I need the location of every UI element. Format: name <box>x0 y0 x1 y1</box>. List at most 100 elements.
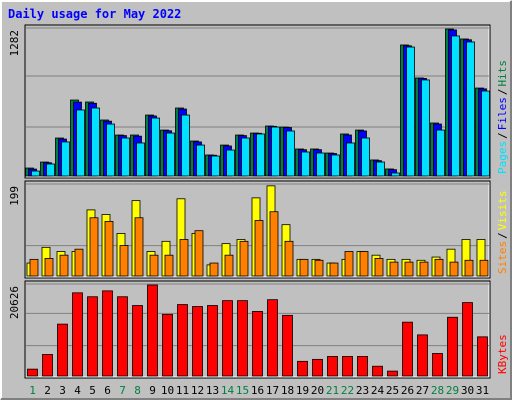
bar <box>29 258 39 277</box>
x-tick-label: 25 <box>386 384 399 397</box>
bar <box>132 305 143 377</box>
legend-entry: Files <box>496 97 509 130</box>
bar <box>196 144 205 177</box>
bar <box>282 314 293 377</box>
x-tick-label: 11 <box>176 384 189 397</box>
bar <box>57 323 68 377</box>
bar <box>222 300 233 377</box>
chart-title: Daily usage for May 2022 <box>8 7 181 21</box>
bar <box>449 261 459 277</box>
bar <box>151 117 160 177</box>
bar <box>72 292 83 377</box>
legend-entry: Visits <box>496 191 509 231</box>
bar <box>207 305 218 377</box>
legend-entry: Sites <box>496 241 509 274</box>
bar <box>434 258 444 277</box>
bar <box>331 154 340 177</box>
y-tick-label: 1282 <box>8 30 21 57</box>
bar <box>254 220 264 277</box>
x-tick-label: 13 <box>206 384 219 397</box>
bar <box>361 137 370 177</box>
bar <box>237 300 248 377</box>
bar <box>136 142 145 177</box>
bar <box>104 221 114 277</box>
bar <box>31 170 40 177</box>
x-tick-label: 14 <box>221 384 235 397</box>
legend-separator: / <box>496 89 509 96</box>
bar <box>327 356 338 377</box>
x-tick-label: 7 <box>119 384 126 397</box>
x-tick-label: 24 <box>371 384 385 397</box>
bar <box>239 240 249 277</box>
x-tick-label: 9 <box>149 384 156 397</box>
bar <box>329 262 339 277</box>
bar <box>74 248 84 277</box>
x-tick-label: 5 <box>89 384 96 397</box>
bar <box>149 254 159 277</box>
bar <box>147 284 158 377</box>
legend: Sites /Visits <box>496 191 509 275</box>
bar <box>479 259 489 277</box>
bar <box>134 217 144 277</box>
bar <box>284 240 294 277</box>
x-tick-label: 27 <box>416 384 429 397</box>
y-tick-label: 20626 <box>8 286 21 319</box>
x-tick-label: 8 <box>134 384 141 397</box>
bar <box>271 126 280 177</box>
x-tick-label: 6 <box>104 384 111 397</box>
bar <box>121 137 130 177</box>
bar <box>391 172 400 177</box>
bar <box>162 313 173 377</box>
x-tick-label: 1 <box>29 384 36 397</box>
bar <box>177 304 188 377</box>
legend-entry: Hits <box>496 60 509 87</box>
bar <box>447 316 458 377</box>
bar <box>76 109 85 177</box>
x-tick-label: 17 <box>266 384 279 397</box>
x-tick-label: 20 <box>311 384 324 397</box>
bar <box>267 299 278 377</box>
bar <box>226 149 235 177</box>
bar <box>102 290 113 377</box>
x-tick-label: 3 <box>59 384 66 397</box>
bar <box>297 360 308 377</box>
bar <box>481 90 490 177</box>
y-tick-label: 199 <box>8 186 21 206</box>
legend: KBytes <box>496 334 509 374</box>
bar <box>181 114 190 177</box>
legend-entry: Pages <box>496 141 509 174</box>
bar <box>432 353 443 377</box>
x-tick-label: 15 <box>236 384 249 397</box>
bar <box>316 152 325 177</box>
bar <box>359 251 369 277</box>
bar <box>419 261 429 277</box>
bar <box>372 365 383 377</box>
bar <box>387 370 398 377</box>
bar <box>44 258 54 277</box>
bar <box>209 262 219 277</box>
bar <box>436 129 445 177</box>
x-tick-label: 18 <box>281 384 294 397</box>
bar <box>224 254 234 277</box>
bar <box>462 302 473 377</box>
bar <box>42 354 53 377</box>
x-tick-label: 21 <box>326 384 339 397</box>
legend-separator: / <box>496 132 509 139</box>
x-tick-label: 12 <box>191 384 204 397</box>
bar <box>194 230 204 277</box>
bar <box>46 163 55 177</box>
bar <box>91 107 100 177</box>
x-tick-label: 26 <box>401 384 414 397</box>
bar <box>477 336 488 377</box>
bar <box>119 245 129 277</box>
bar <box>106 123 115 177</box>
bar <box>179 239 189 277</box>
x-tick-label: 2 <box>44 384 51 397</box>
bar <box>312 358 323 377</box>
x-tick-label: 23 <box>356 384 369 397</box>
bar <box>417 334 428 377</box>
bar <box>376 161 385 177</box>
